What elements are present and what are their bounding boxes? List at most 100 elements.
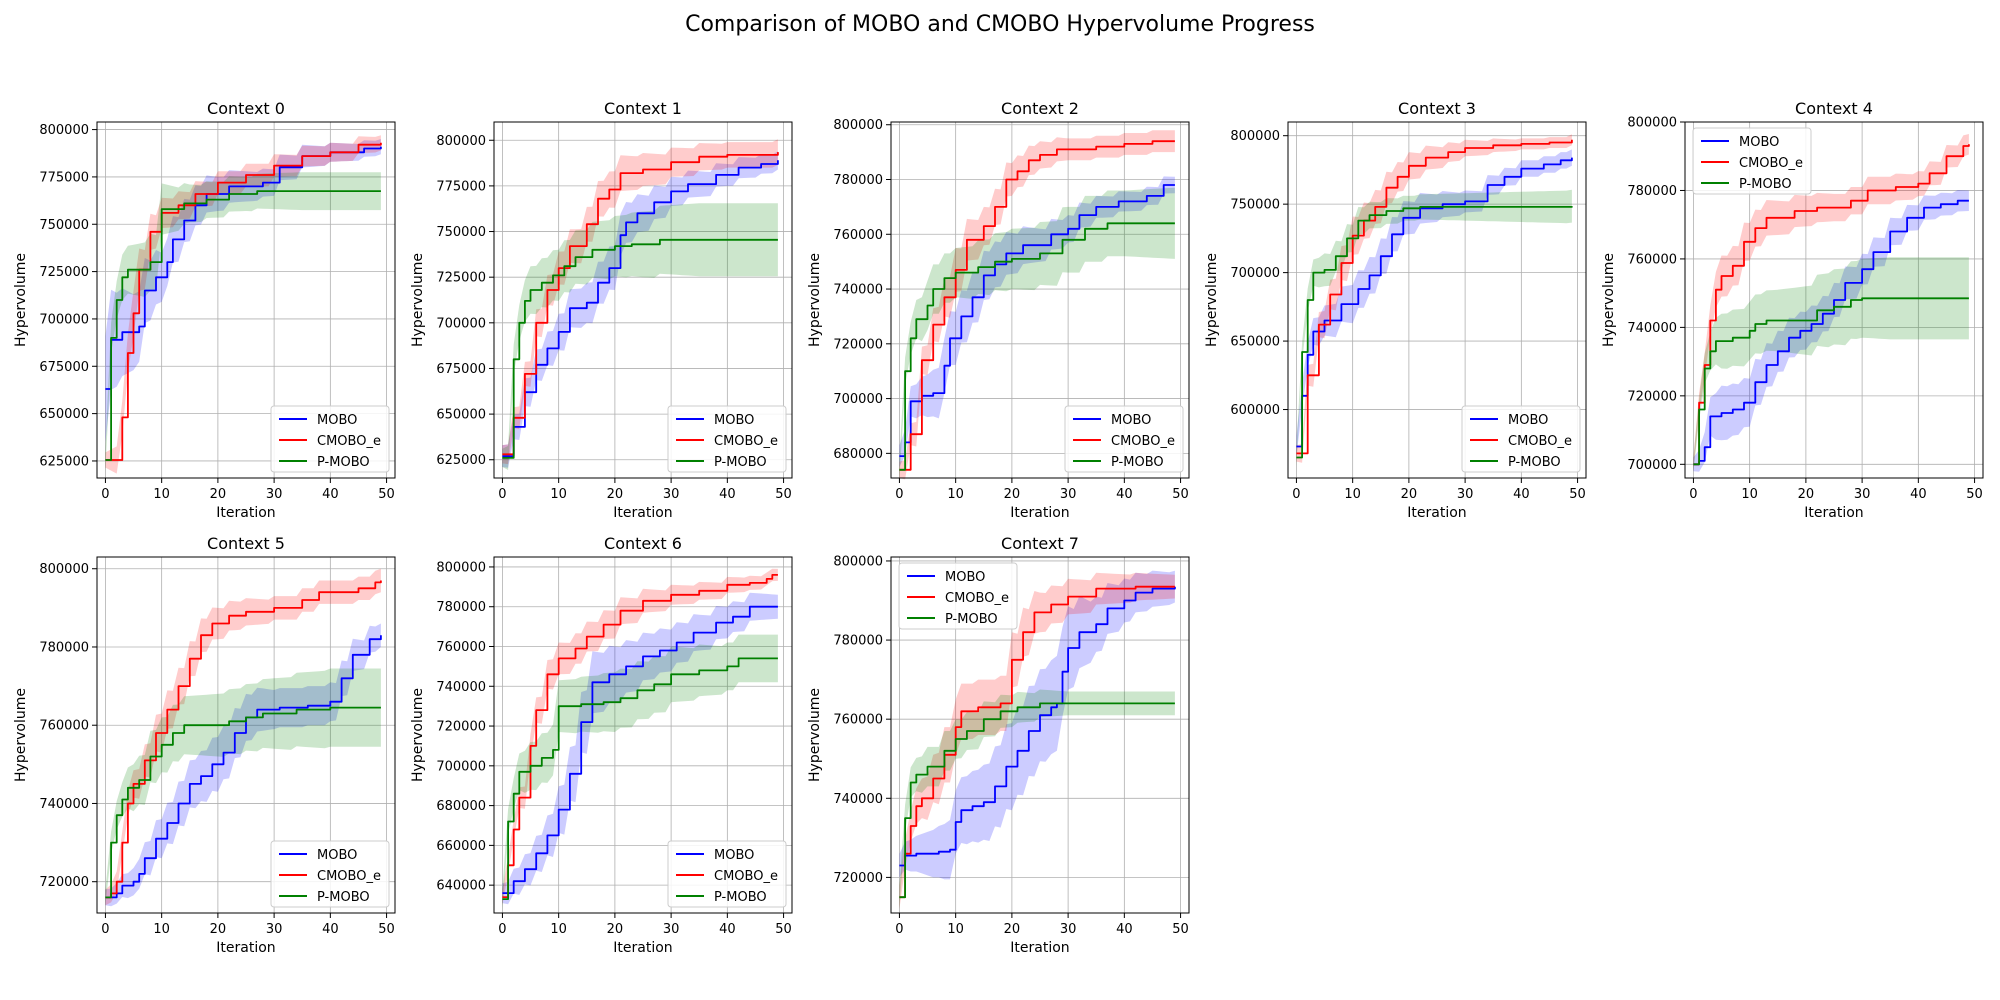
legend-box (667, 405, 787, 473)
y-tick-label: 725000 (39, 265, 89, 280)
x-tick-label: 40 (719, 922, 736, 937)
band-cmobo_e (1693, 134, 1969, 472)
subplot-title: Context 0 (207, 99, 285, 118)
y-tick-label: 780000 (833, 173, 883, 188)
x-axis-label: Iteration (216, 940, 275, 956)
y-tick-label: 625000 (436, 453, 486, 468)
y-tick-label: 800000 (1230, 129, 1280, 144)
y-tick-label: 720000 (39, 875, 89, 890)
y-tick-label: 750000 (1230, 198, 1280, 213)
series-line-p-mobo (105, 190, 381, 461)
x-tick-label: 0 (895, 922, 903, 937)
legend-label-cmobo_e: CMOBO_e (714, 434, 778, 449)
legend-label-mobo: MOBO (714, 413, 754, 428)
subplot-context-0: 0 10 20 30 40 50 625000 650000 675000 700000 72500… (13, 99, 396, 521)
legend-label-p-mobo: P-MOBO (1739, 177, 1792, 192)
band-cmobo_e (502, 568, 778, 905)
band-mobo (105, 139, 381, 442)
subplot-context-4: 0 10 20 30 40 50 700000 720000 740000 760000 78000… (1601, 99, 1984, 521)
series-line-mobo (1296, 157, 1573, 448)
y-tick-label: 700000 (39, 312, 89, 327)
y-tick-label: 800000 (39, 123, 89, 138)
x-tick-label: 0 (1292, 487, 1300, 502)
series-line-cmobo_e (105, 142, 382, 461)
y-tick-label: 700000 (833, 392, 883, 407)
y-tick-label: 680000 (436, 799, 486, 814)
x-tick-label: 20 (210, 487, 227, 502)
x-axis-label: Iteration (1010, 505, 1069, 521)
subplot-context-6: 0 10 20 30 40 50 640000 660000 680000 700000 72000… (410, 534, 793, 956)
series-line-mobo (105, 635, 382, 899)
legend: MOBO CMOBO_e P-MOBO (667, 840, 787, 908)
legend-label-p-mobo: P-MOBO (1111, 455, 1164, 470)
subplot-title: Context 4 (1795, 99, 1873, 118)
band-cmobo_e (1296, 134, 1572, 463)
x-tick-label: 10 (947, 922, 964, 937)
series-line-p-mobo (502, 657, 778, 900)
x-tick-label: 20 (1004, 922, 1021, 937)
x-tick-label: 50 (378, 922, 395, 937)
y-tick-label: 720000 (1627, 389, 1677, 404)
y-tick-label: 780000 (39, 640, 89, 655)
series-line-cmobo_e (105, 580, 382, 899)
x-tick-label: 50 (1569, 487, 1586, 502)
plot-frame (96, 121, 396, 479)
x-tick-label: 10 (153, 922, 170, 937)
x-axis-label: Iteration (1010, 940, 1069, 956)
plot-frame (890, 556, 1190, 914)
legend-box (898, 562, 1018, 630)
y-tick-label: 650000 (1230, 335, 1280, 350)
series-line-cmobo_e (1693, 144, 1970, 466)
band-cmobo_e (105, 135, 381, 474)
legend-label-mobo: MOBO (1739, 135, 1779, 150)
band-p-mobo (502, 634, 778, 909)
y-tick-label: 675000 (39, 360, 89, 375)
y-tick-label: 700000 (1230, 266, 1280, 281)
y-tick-label: 760000 (39, 719, 89, 734)
x-tick-label: 30 (1060, 922, 1077, 937)
y-tick-label: 660000 (436, 839, 486, 854)
subplot-title: Context 6 (604, 534, 682, 553)
x-tick-label: 10 (153, 487, 170, 502)
y-tick-label: 750000 (39, 218, 89, 233)
subplot-title: Context 7 (1001, 534, 1079, 553)
series-line-p-mobo (1693, 297, 1969, 466)
legend-label-mobo: MOBO (1111, 413, 1151, 428)
legend: MOBO CMOBO_e P-MOBO (270, 405, 390, 473)
plot-frame (493, 556, 793, 914)
band-p-mobo (1693, 257, 1969, 472)
legend-label-mobo: MOBO (317, 413, 357, 428)
y-tick-label: 700000 (436, 316, 486, 331)
y-tick-label: 750000 (436, 225, 486, 240)
y-tick-label: 720000 (833, 871, 883, 886)
y-tick-label: 740000 (1627, 321, 1677, 336)
subplot-context-7: 0 10 20 30 40 50 720000 740000 760000 780000 80000… (807, 534, 1190, 956)
series-line-p-mobo (105, 706, 381, 899)
legend-label-p-mobo: P-MOBO (1508, 455, 1561, 470)
y-tick-label: 740000 (39, 797, 89, 812)
legend-box (667, 840, 787, 908)
band-p-mobo (502, 203, 778, 470)
y-tick-label: 760000 (1627, 252, 1677, 267)
x-axis-label: Iteration (216, 505, 275, 521)
plot-frame (493, 121, 793, 479)
x-tick-label: 30 (1854, 487, 1871, 502)
series-line-p-mobo (502, 238, 778, 459)
x-tick-label: 30 (266, 487, 283, 502)
x-tick-label: 0 (101, 922, 109, 937)
series-line-mobo (502, 605, 778, 894)
band-p-mobo (1296, 189, 1572, 466)
y-tick-label: 640000 (436, 879, 486, 894)
band-mobo (502, 151, 778, 468)
x-tick-label: 10 (1741, 487, 1758, 502)
y-tick-label: 775000 (436, 179, 486, 194)
y-axis-label: Hypervolume (13, 688, 29, 782)
y-axis-label: Hypervolume (1601, 253, 1617, 347)
subplot-context-1: 0 10 20 30 40 50 625000 650000 675000 700000 72500… (410, 99, 793, 521)
x-axis-label: Iteration (613, 505, 672, 521)
legend-label-mobo: MOBO (714, 848, 754, 863)
x-tick-label: 0 (498, 922, 506, 937)
x-tick-label: 0 (1689, 487, 1697, 502)
y-tick-label: 650000 (436, 408, 486, 423)
y-tick-label: 800000 (833, 118, 883, 133)
